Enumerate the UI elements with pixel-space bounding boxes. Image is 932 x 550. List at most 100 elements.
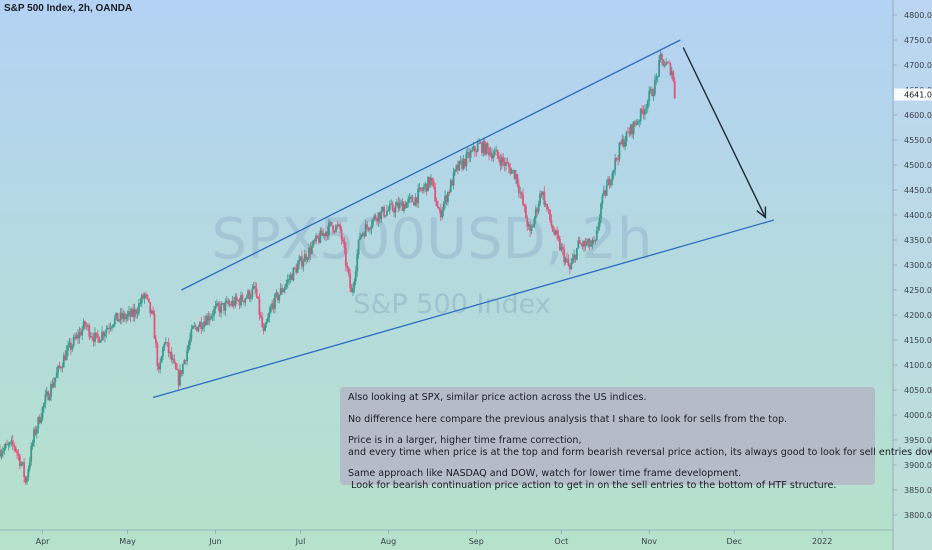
candle-body — [142, 295, 145, 299]
candle-body — [558, 239, 561, 250]
candle-body — [265, 321, 268, 325]
candle-body — [288, 279, 291, 281]
candle-body — [656, 76, 659, 78]
candle-body — [94, 332, 96, 342]
candle-body — [600, 203, 602, 218]
candle-body — [55, 372, 58, 378]
candle-body — [190, 328, 193, 339]
candle-body — [516, 174, 519, 185]
candle-body — [228, 303, 231, 305]
candle-body — [248, 290, 251, 299]
candle-body — [145, 293, 147, 295]
candle-body — [43, 403, 45, 408]
candle-body — [403, 203, 405, 211]
candle-body — [220, 303, 223, 313]
candle-body — [617, 159, 619, 161]
candle-body — [447, 191, 449, 203]
candle-body — [61, 367, 64, 369]
candle-body — [130, 309, 133, 317]
candle-body — [510, 170, 513, 174]
y-tick-label: 4400.0 — [904, 211, 932, 220]
candle-body — [48, 396, 51, 400]
candle-body — [47, 391, 50, 400]
candle-body — [369, 229, 371, 231]
x-tick-label: May — [119, 537, 136, 546]
candle-body — [543, 191, 546, 205]
candle-body — [458, 161, 461, 171]
candle-body — [289, 274, 292, 280]
candle-body — [604, 190, 607, 196]
candle-body — [478, 142, 481, 144]
candle-body — [513, 170, 516, 179]
candle-body — [1, 451, 4, 454]
x-tick-label: Oct — [554, 537, 568, 546]
candle-body — [50, 384, 52, 397]
candle-body — [438, 208, 441, 210]
candle-body — [255, 288, 258, 297]
candle-body — [412, 202, 415, 206]
candle-body — [574, 254, 577, 260]
candle-body — [359, 236, 361, 240]
candle-body — [173, 359, 176, 363]
candle-body — [208, 318, 211, 321]
candle-body — [619, 142, 622, 145]
candle-body — [658, 59, 661, 77]
candle-body — [121, 312, 123, 319]
candle-body — [533, 218, 536, 226]
candle-body — [174, 362, 177, 370]
candle-body — [310, 245, 313, 254]
y-tick-label: 3800.0 — [904, 511, 932, 520]
candle-body — [591, 239, 594, 245]
candle-body — [126, 314, 129, 317]
candle-body — [240, 295, 242, 306]
candle-body — [244, 298, 247, 303]
candle-body — [527, 224, 530, 227]
candle-body — [125, 316, 128, 320]
candle-body — [602, 190, 605, 195]
candle-body — [393, 210, 395, 213]
candle-body — [169, 352, 171, 354]
candle-body — [479, 142, 482, 144]
candle-body — [183, 360, 186, 365]
candle-body — [79, 331, 82, 336]
candle-body — [218, 306, 221, 313]
note-line: Look for bearish continuation price acti… — [348, 479, 837, 491]
candle-body — [492, 154, 495, 159]
candle-body — [570, 263, 573, 269]
candle-body — [333, 231, 336, 232]
candle-body — [366, 224, 369, 228]
candle-body — [167, 342, 170, 354]
candle-body — [275, 292, 278, 295]
candle-body — [439, 209, 442, 218]
candle-body — [198, 321, 201, 327]
candle-body — [417, 188, 420, 204]
candle-body — [27, 468, 30, 478]
candle-body — [583, 240, 585, 247]
candle-body — [370, 225, 373, 230]
candle-body — [232, 300, 235, 306]
candle-body — [454, 169, 456, 173]
candle-body — [465, 153, 468, 167]
candle-body — [505, 162, 507, 166]
candle-body — [490, 152, 493, 159]
candle-body — [541, 191, 544, 195]
candle-body — [638, 121, 641, 122]
candle-body — [530, 227, 533, 232]
candle-body — [576, 247, 578, 260]
candle-body — [475, 151, 478, 153]
candle-body — [673, 80, 676, 99]
candle-body — [498, 156, 500, 160]
candle-body — [398, 202, 401, 209]
candle-body — [24, 477, 27, 483]
candle-body — [197, 326, 200, 332]
candle-body — [128, 311, 130, 315]
candle-body — [544, 203, 547, 205]
candle-body — [123, 313, 126, 320]
candle-body — [520, 192, 523, 195]
candle-body — [254, 286, 257, 289]
candle-body — [318, 237, 320, 243]
candle-body — [276, 292, 279, 301]
candle-body — [306, 258, 309, 261]
candle-body — [536, 208, 539, 212]
candle-body — [11, 440, 14, 445]
